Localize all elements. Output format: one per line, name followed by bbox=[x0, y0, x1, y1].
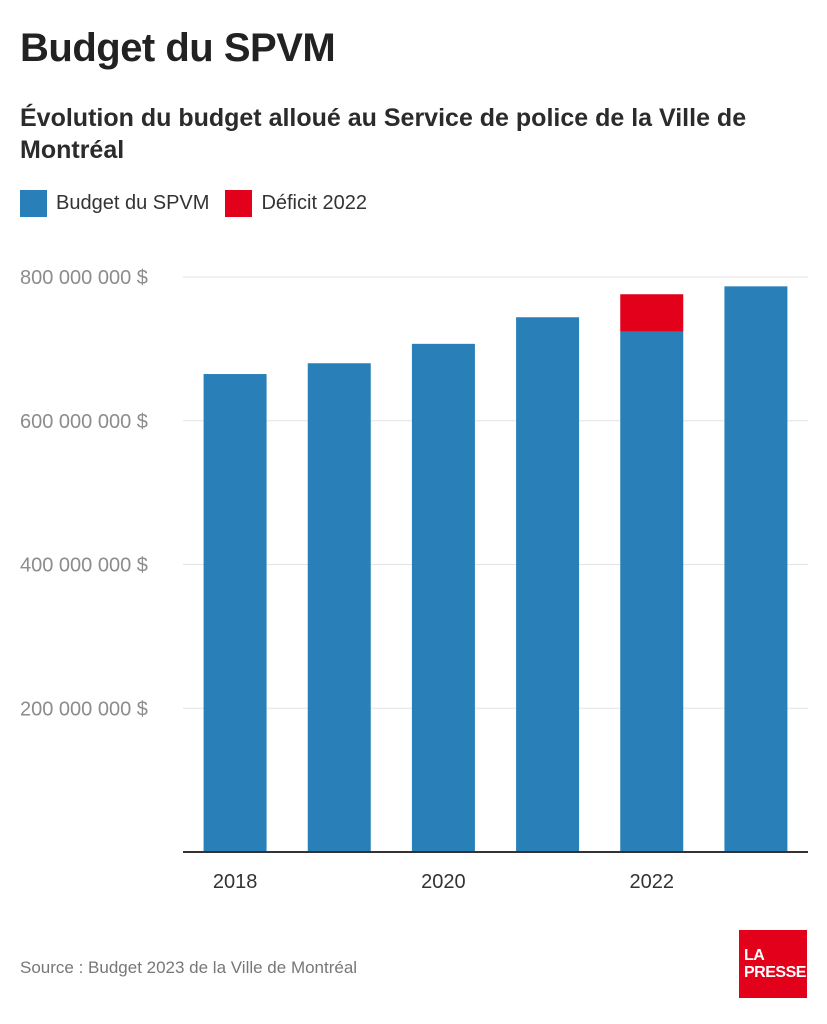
bar-deficit bbox=[620, 294, 684, 332]
legend-label-budget: Budget du SPVM bbox=[56, 192, 210, 214]
y-tick-label: 400 000 000 $ bbox=[20, 555, 148, 577]
bar-budget bbox=[620, 331, 684, 852]
y-tick-label: 600 000 000 $ bbox=[20, 411, 148, 433]
bar-budget bbox=[307, 363, 371, 852]
legend-item-budget: Budget du SPVM bbox=[20, 190, 209, 217]
bar-budget bbox=[203, 374, 267, 852]
legend-swatch-budget bbox=[20, 190, 47, 217]
bar-chart: 200 000 000 $ 400 000 000 $ 600 000 000 $ 8… bbox=[20, 267, 808, 893]
logo-line-1: LA bbox=[744, 947, 765, 964]
x-tick-label: 2022 bbox=[630, 871, 675, 893]
y-tick-label: 800 000 000 $ bbox=[20, 267, 148, 289]
source-note: Source : Budget 2023 de la Ville de Mont… bbox=[20, 958, 358, 977]
bar-budget bbox=[411, 343, 475, 852]
y-tick-label: 200 000 000 $ bbox=[20, 698, 148, 720]
legend-label-deficit: Déficit 2022 bbox=[261, 192, 368, 214]
x-tick-label: 2018 bbox=[213, 871, 258, 893]
x-tick-label: 2020 bbox=[421, 871, 466, 893]
bar-budget bbox=[724, 286, 788, 852]
bar-budget bbox=[516, 317, 580, 852]
legend-item-deficit: Déficit 2022 bbox=[225, 190, 367, 217]
chart-title: Budget du SPVM bbox=[20, 26, 336, 70]
la-presse-logo: LA PRESSE bbox=[739, 930, 807, 998]
chart-subtitle: Évolution du budget alloué au Service de… bbox=[20, 104, 747, 164]
legend: Budget du SPVM Déficit 2022 bbox=[20, 190, 383, 217]
logo-line-2: PRESSE bbox=[744, 964, 806, 981]
legend-swatch-deficit bbox=[225, 190, 253, 217]
